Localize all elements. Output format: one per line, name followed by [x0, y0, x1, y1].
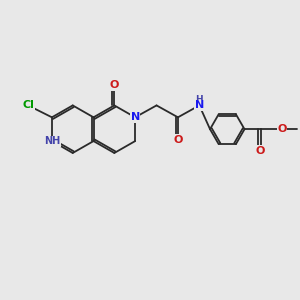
Text: NH: NH — [44, 136, 60, 146]
Text: N: N — [195, 100, 204, 110]
Text: O: O — [110, 80, 119, 90]
Text: O: O — [173, 135, 183, 145]
Text: Cl: Cl — [22, 100, 34, 110]
Text: H: H — [196, 95, 203, 104]
Text: N: N — [130, 112, 140, 122]
Text: O: O — [277, 124, 287, 134]
Text: O: O — [256, 146, 265, 156]
